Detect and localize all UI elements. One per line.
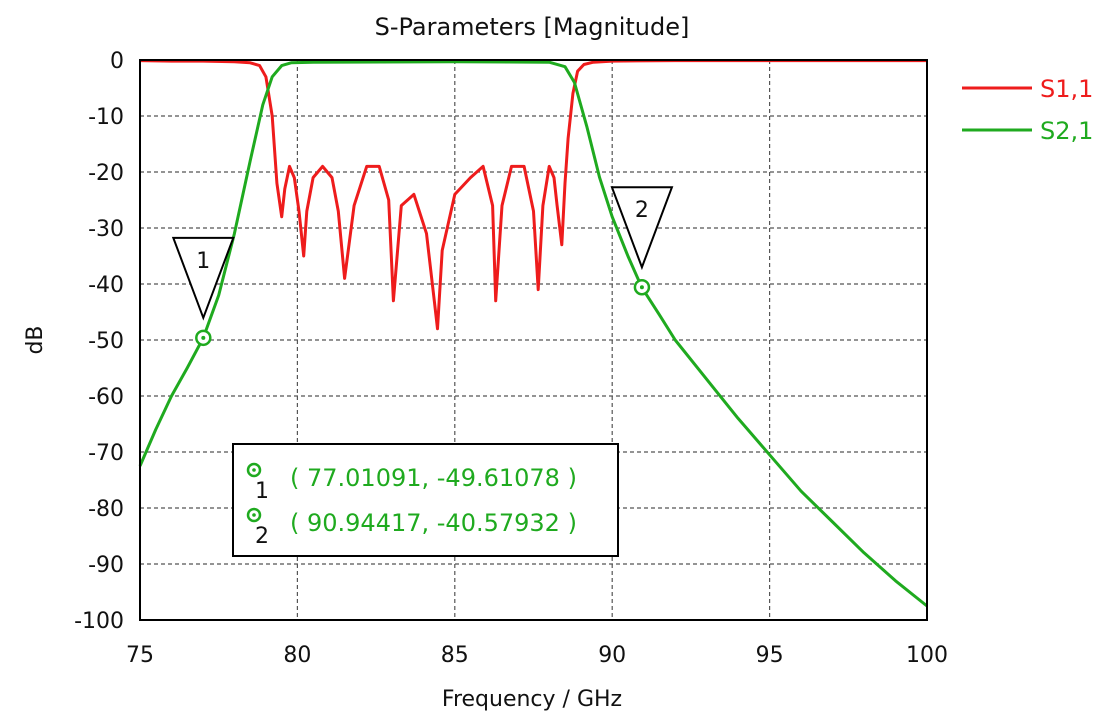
y-tick-labels: 0 -10 -20 -30 -40 -50 -60 -70 -80 -90 -100 xyxy=(74,49,124,634)
y-tick-label: -10 xyxy=(88,105,124,130)
y-tick-label: -70 xyxy=(88,441,124,466)
y-tick-label: -50 xyxy=(88,329,124,354)
marker-flag xyxy=(171,236,235,321)
y-tick-label: -60 xyxy=(88,385,124,410)
x-tick-label: 90 xyxy=(598,643,626,668)
marker-table-value: ( 77.01091, -49.61078 ) xyxy=(290,464,577,492)
y-tick-label: -40 xyxy=(88,273,124,298)
legend-label: S1,1 xyxy=(1040,75,1093,103)
y-tick-label: -30 xyxy=(88,217,124,242)
y-tick-label: -20 xyxy=(88,161,124,186)
marker-point-center xyxy=(201,335,206,340)
marker-table-icon-center xyxy=(252,468,256,472)
y-tick-label: -90 xyxy=(88,553,124,578)
y-tick-label: 0 xyxy=(110,49,124,74)
marker-table-id: 2 xyxy=(255,524,269,549)
x-axis-label: Frequency / GHz xyxy=(442,687,622,712)
legend: S1,1 S2,1 xyxy=(962,75,1093,145)
chart-title: S-Parameters [Magnitude] xyxy=(375,13,690,41)
y-tick-label: -80 xyxy=(88,497,124,522)
marker-flag-label: 2 xyxy=(635,198,649,223)
x-tick-label: 95 xyxy=(756,643,784,668)
series-line-s21 xyxy=(138,60,928,608)
series-line-s11 xyxy=(139,59,927,331)
legend-label: S2,1 xyxy=(1040,117,1093,145)
markers-layer: 12 xyxy=(171,186,674,347)
y-axis-label: dB xyxy=(23,325,48,354)
marker-flag-label: 1 xyxy=(196,249,210,274)
marker-table: 1 ( 77.01091, -49.61078 ) 2 ( 90.94417, -40… xyxy=(232,443,619,557)
x-tick-label: 100 xyxy=(906,643,948,668)
x-tick-label: 85 xyxy=(441,643,469,668)
marker-table-value: ( 90.94417, -40.57932 ) xyxy=(290,509,577,537)
x-tick-label: 75 xyxy=(126,643,154,668)
x-tick-labels: 75 80 85 90 95 100 xyxy=(126,643,948,668)
marker-table-icon-center xyxy=(252,513,256,517)
y-tick-label: -100 xyxy=(74,609,124,634)
marker-point-center xyxy=(639,285,644,290)
plot-frame xyxy=(139,59,928,621)
marker-flag xyxy=(610,186,674,271)
marker-table-box xyxy=(232,443,619,557)
marker-table-id: 1 xyxy=(255,479,269,504)
series-layer xyxy=(138,59,928,608)
x-tick-label: 80 xyxy=(283,643,311,668)
